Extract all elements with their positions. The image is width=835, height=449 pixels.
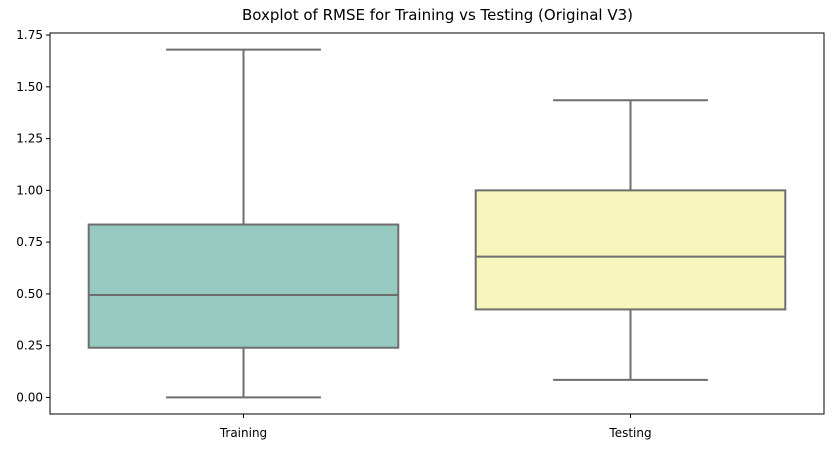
y-tick-label: 1.00 <box>16 183 43 197</box>
y-tick-label: 0.25 <box>16 339 43 353</box>
y-tick-label: 0.50 <box>16 287 43 301</box>
box-group-testing <box>474 99 787 381</box>
y-tick-label: 0.75 <box>16 235 43 249</box>
x-tick-label: Testing <box>608 426 651 440</box>
x-tick-label: Training <box>219 426 267 440</box>
plot-frame <box>49 32 825 415</box>
y-tick-label: 1.25 <box>16 132 43 146</box>
chart-title: Boxplot of RMSE for Training vs Testing … <box>241 6 634 24</box>
y-tick-label: 0.00 <box>16 390 43 404</box>
iqr-box <box>87 223 400 349</box>
iqr-box <box>474 189 787 311</box>
box-group-training <box>87 48 400 399</box>
y-tick-label: 1.75 <box>16 28 43 42</box>
y-tick-label: 1.50 <box>16 80 43 94</box>
